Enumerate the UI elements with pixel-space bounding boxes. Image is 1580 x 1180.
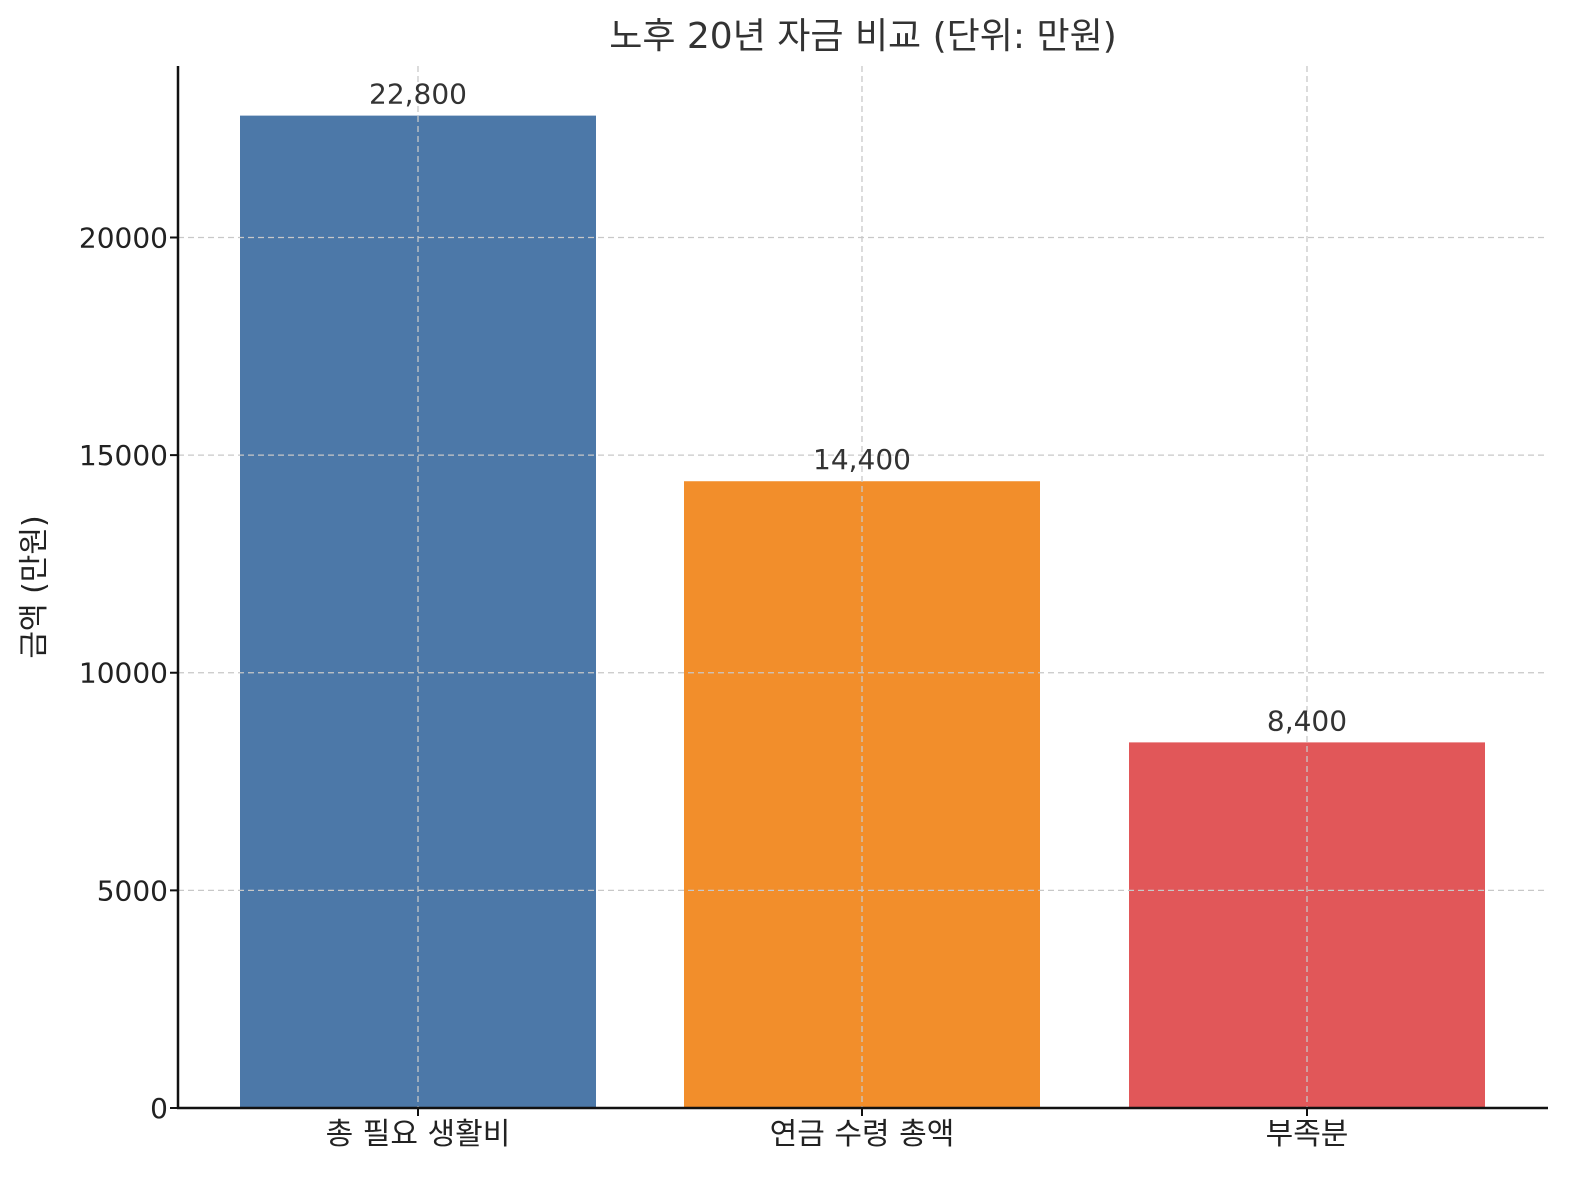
y-tick-label-5000: 5000 <box>97 874 168 907</box>
y-tick-label-0: 0 <box>150 1092 168 1125</box>
chart-title: 노후 20년 자금 비교 (단위: 만원) <box>609 16 1117 57</box>
tick-layer <box>170 236 1308 1116</box>
x-tick-label-3: 부족분 <box>1266 1117 1349 1152</box>
bar-2 <box>684 481 1040 1108</box>
y-tick-label-15000: 15000 <box>79 439 168 472</box>
data-label-2: 14,400 <box>813 443 911 476</box>
x-tick-label-2: 연금 수령 총액 <box>770 1117 955 1152</box>
x-tick-label-1: 총 필요 생활비 <box>326 1117 511 1152</box>
y-tick-label-20000: 20000 <box>79 221 168 254</box>
grid-layer <box>178 66 1548 1108</box>
y-tick-label-10000: 10000 <box>79 657 168 690</box>
y-axis-title: 금액 (만원) <box>17 515 52 658</box>
data-label-3: 8,400 <box>1267 704 1347 737</box>
label-layer: 0 5000 10000 15000 20000 총 필요 생활비 연금 수령 총액 부족분 2… <box>79 78 1348 1152</box>
data-label-1: 22,800 <box>369 78 467 111</box>
